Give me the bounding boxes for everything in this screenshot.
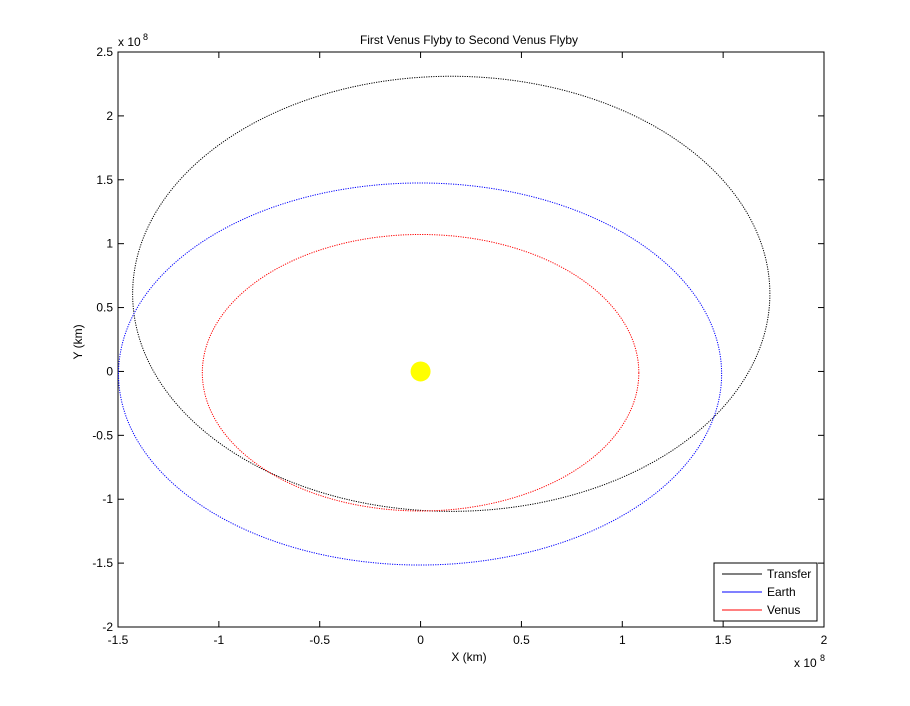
series-line-venus <box>201 233 640 512</box>
x-tick-label: -1.5 <box>108 633 129 647</box>
y-tick-label: -1 <box>102 492 113 506</box>
x-tick-label: 0 <box>417 633 424 647</box>
y-exponent: x 10 8 <box>118 32 148 49</box>
series-line-earth <box>117 182 723 566</box>
x-tick-label: 1 <box>619 633 626 647</box>
y-exponent-power: 8 <box>143 32 148 42</box>
y-tick-label: 2.5 <box>96 45 113 59</box>
x-tick-label: 1.5 <box>715 633 732 647</box>
y-axis-ticks: -2 -1.5 -1 -0.5 0 0.5 1 1.5 2 2.5 <box>92 45 824 634</box>
x-axis-label: X (km) <box>451 650 486 664</box>
x-tick-label: -1 <box>214 633 225 647</box>
legend-label-transfer: Transfer <box>767 567 811 581</box>
x-exponent-base: x 10 <box>794 656 817 670</box>
chart-title: First Venus Flyby to Second Venus Flyby <box>360 33 578 47</box>
y-tick-label: 1.5 <box>96 173 113 187</box>
x-tick-label: 0.5 <box>513 633 530 647</box>
y-exponent-base: x 10 <box>118 35 141 49</box>
plot-area <box>117 51 825 628</box>
x-tick-label: -0.5 <box>309 633 330 647</box>
x-exponent-power: 8 <box>820 653 825 663</box>
legend-label-earth: Earth <box>767 585 796 599</box>
y-tick-label: -2 <box>102 620 113 634</box>
y-tick-label: 2 <box>106 109 113 123</box>
x-exponent: x 10 8 <box>794 653 825 670</box>
sun-marker <box>410 361 431 382</box>
y-tick-label: -1.5 <box>92 556 113 570</box>
y-axis-label: Y (km) <box>71 324 85 359</box>
y-tick-label: 1 <box>106 237 113 251</box>
y-tick-label: -0.5 <box>92 428 113 442</box>
x-tick-label: 2 <box>821 633 828 647</box>
legend: Transfer Earth Venus <box>713 562 818 622</box>
legend-label-venus: Venus <box>767 603 800 617</box>
y-tick-label: 0.5 <box>96 301 113 315</box>
y-tick-label: 0 <box>106 364 113 378</box>
x-axis-ticks: -1.5 -1 -0.5 0 0.5 1 1.5 2 <box>108 52 828 647</box>
series-line-transfer <box>132 75 771 512</box>
series-layer <box>117 75 771 566</box>
